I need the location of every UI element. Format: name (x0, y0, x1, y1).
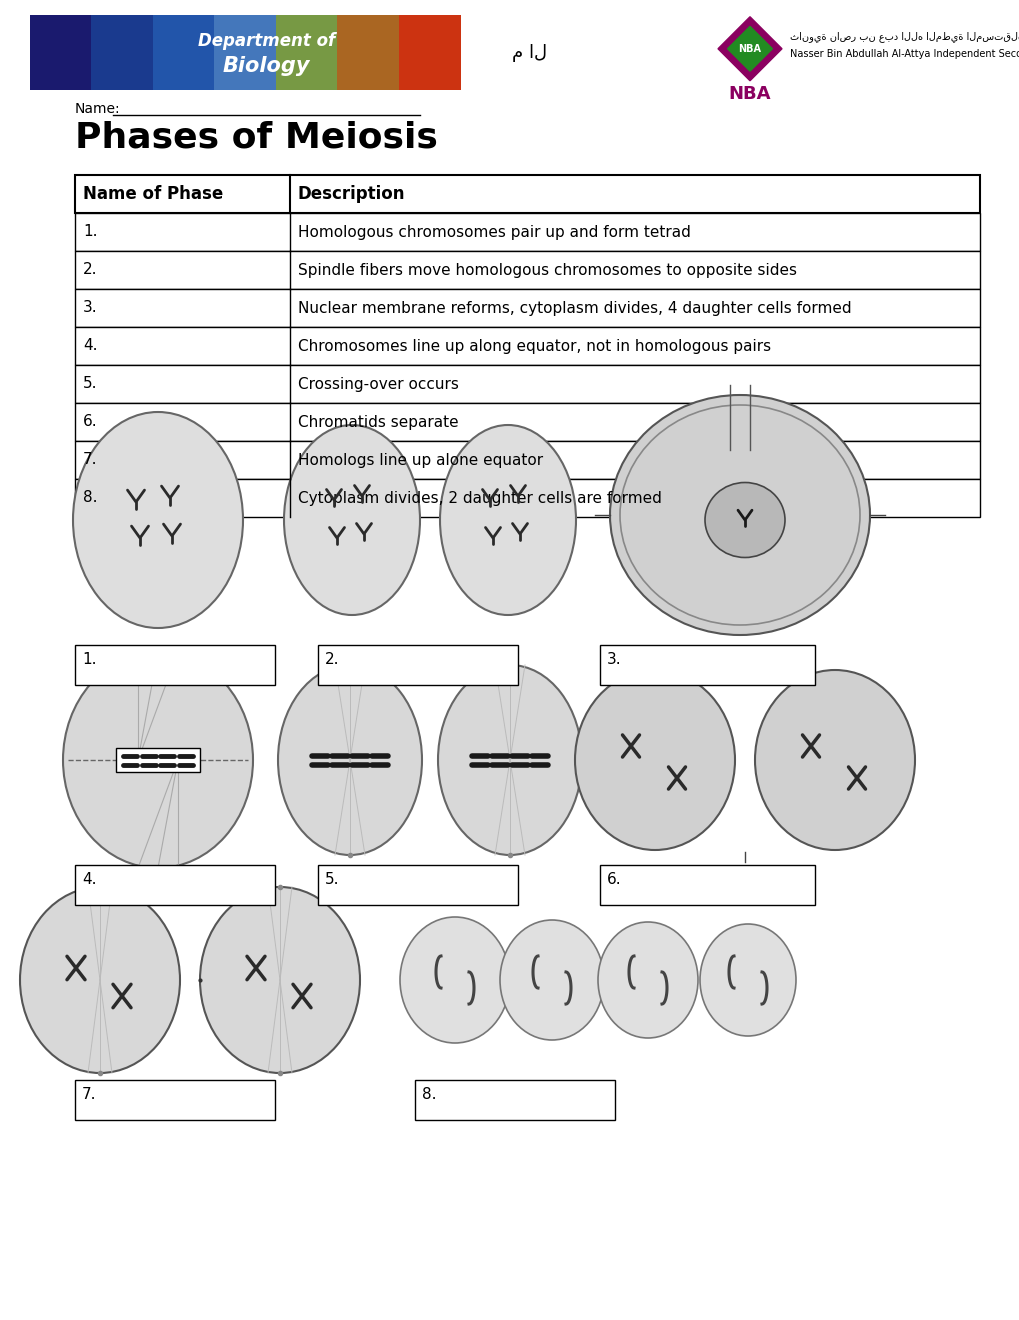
Bar (75, 441, 979, 479)
Ellipse shape (278, 665, 422, 855)
Bar (599, 865, 814, 906)
Bar (75, 645, 275, 685)
Bar (75, 327, 979, 366)
Text: 5.: 5. (325, 873, 339, 887)
Ellipse shape (704, 483, 785, 557)
Text: م ال: م ال (512, 44, 547, 62)
Bar (415, 1080, 614, 1119)
Bar (75, 176, 979, 213)
Bar (275, 15, 338, 90)
Ellipse shape (399, 917, 510, 1043)
Text: Name of Phase: Name of Phase (83, 185, 223, 203)
Text: Nasser Bin Abdullah Al-Attya Independent Secondary School: Nasser Bin Abdullah Al-Attya Independent… (790, 49, 1019, 59)
Ellipse shape (437, 665, 582, 855)
Polygon shape (727, 26, 771, 71)
Bar (116, 748, 200, 772)
Text: Cytoplasm divides, 2 daughter cells are formed: Cytoplasm divides, 2 daughter cells are … (298, 491, 661, 506)
Ellipse shape (499, 920, 603, 1040)
Text: 7.: 7. (82, 1086, 97, 1102)
Text: Chromosomes line up along equator, not in homologous pairs: Chromosomes line up along equator, not i… (298, 338, 770, 354)
Bar (92, 15, 154, 90)
Bar (337, 15, 399, 90)
Ellipse shape (597, 921, 697, 1038)
Text: 3.: 3. (606, 652, 621, 667)
Bar (599, 645, 814, 685)
Ellipse shape (63, 652, 253, 869)
Text: 6.: 6. (606, 873, 621, 887)
Text: 8.: 8. (83, 491, 98, 506)
Ellipse shape (73, 412, 243, 628)
Ellipse shape (20, 887, 179, 1073)
Bar (153, 15, 215, 90)
Bar (75, 366, 979, 403)
Bar (214, 15, 276, 90)
Text: Homologs line up alone equator: Homologs line up alone equator (298, 453, 542, 467)
Ellipse shape (609, 395, 869, 635)
Text: Chromatids separate: Chromatids separate (298, 414, 459, 429)
Ellipse shape (699, 924, 795, 1036)
Ellipse shape (283, 425, 420, 615)
Text: 2.: 2. (325, 652, 339, 667)
Ellipse shape (439, 425, 576, 615)
Text: 6.: 6. (83, 414, 98, 429)
Bar (75, 865, 275, 906)
Bar (30, 15, 93, 90)
Text: 4.: 4. (82, 873, 97, 887)
Bar (75, 479, 979, 517)
Text: 2.: 2. (83, 263, 98, 277)
Text: Spindle fibers move homologous chromosomes to opposite sides: Spindle fibers move homologous chromosom… (298, 263, 796, 277)
Text: NBA: NBA (728, 84, 770, 103)
Text: Homologous chromosomes pair up and form tetrad: Homologous chromosomes pair up and form … (298, 224, 690, 239)
Text: 4.: 4. (83, 338, 98, 354)
Ellipse shape (754, 671, 914, 850)
Ellipse shape (575, 671, 735, 850)
Text: Nuclear membrane reforms, cytoplasm divides, 4 daughter cells formed: Nuclear membrane reforms, cytoplasm divi… (298, 301, 851, 315)
Text: Phases of Meiosis: Phases of Meiosis (75, 120, 437, 154)
Text: 3.: 3. (83, 301, 98, 315)
Text: NBA: NBA (738, 44, 761, 54)
Bar (75, 213, 979, 251)
Ellipse shape (200, 887, 360, 1073)
Text: Biology: Biology (222, 55, 310, 77)
Bar (318, 865, 518, 906)
Bar (318, 645, 518, 685)
Text: Crossing-over occurs: Crossing-over occurs (298, 376, 459, 392)
Polygon shape (717, 17, 782, 81)
Bar (75, 251, 979, 289)
Bar (398, 15, 461, 90)
Text: 1.: 1. (83, 224, 98, 239)
Text: 8.: 8. (422, 1086, 436, 1102)
Bar (75, 1080, 275, 1119)
Text: Description: Description (298, 185, 406, 203)
Text: 1.: 1. (82, 652, 97, 667)
Text: Name:: Name: (75, 102, 120, 116)
Text: ثانوية ناصر بن عبد الله المطية المستقلة: ثانوية ناصر بن عبد الله المطية المستقلة (790, 32, 1019, 42)
Text: 5.: 5. (83, 376, 98, 392)
Text: 7.: 7. (83, 453, 98, 467)
Text: Department of: Department of (198, 32, 335, 50)
Bar (75, 403, 979, 441)
Bar (75, 289, 979, 327)
